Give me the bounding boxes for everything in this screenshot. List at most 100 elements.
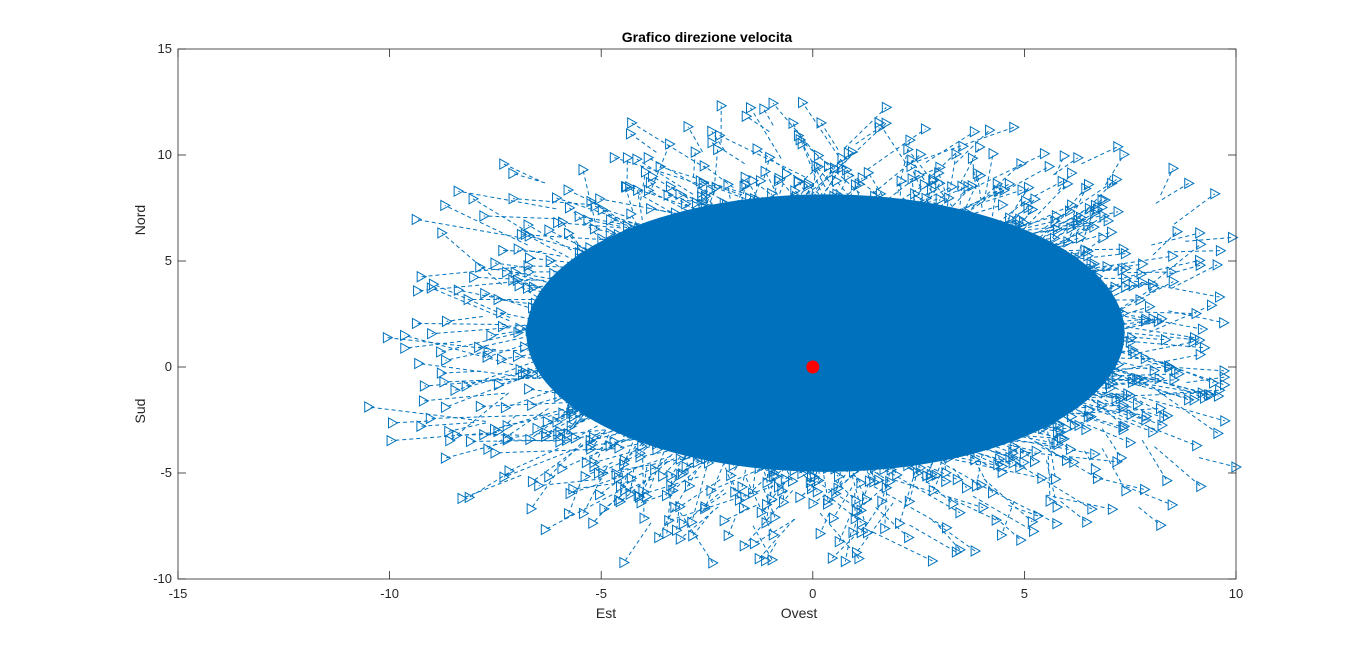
quiver-arrow-line (994, 348, 1075, 357)
quiver-arrow-line (904, 241, 954, 262)
quiver-arrow-head (1195, 254, 1206, 267)
quiver-arrow-head (508, 167, 519, 180)
quiver-arrow-head (904, 495, 916, 508)
quiver-arrow-head (970, 453, 981, 466)
quiver-arrow-line (1082, 255, 1173, 271)
quiver-arrow-line (712, 238, 758, 263)
quiver-arrow-line (758, 518, 795, 559)
quiver-arrow-line (822, 152, 849, 197)
quiver-arrow-line (909, 352, 912, 405)
quiver-arrow-head (671, 367, 683, 380)
quiver-arrow-line (731, 362, 848, 367)
quiver-arrow-line (518, 248, 561, 257)
quiver-arrow-line (867, 128, 926, 170)
quiver-arrow-head (649, 243, 660, 256)
quiver-arrow-line (598, 354, 666, 375)
quiver-arrow-line (537, 340, 654, 362)
quiver-arrow-line (590, 424, 611, 450)
quiver-arrow-head (1132, 398, 1144, 411)
quiver-arrow-head (759, 103, 770, 115)
quiver-arrow-line (824, 376, 841, 435)
quiver-arrow-line (1017, 463, 1093, 510)
quiver-arrow-line (864, 382, 963, 412)
quiver-arrow-head (532, 334, 544, 347)
quiver-arrow-line (695, 318, 724, 332)
quiver-arrow-head (837, 365, 848, 378)
quiver-arrow-line (772, 102, 815, 153)
quiver-arrow-head (579, 370, 590, 383)
quiver-arrow-line (835, 338, 889, 354)
quiver-arrow-head (723, 293, 735, 306)
quiver-arrow-line (863, 186, 952, 230)
quiver-arrow-head (563, 339, 575, 352)
quiver-arrow-line (1057, 267, 1126, 275)
quiver-arrow-line (857, 238, 865, 269)
quiver-arrow-line (827, 450, 836, 469)
quiver-arrow-head (697, 191, 708, 203)
quiver-arrow-line (818, 320, 855, 375)
quiver-arrow-line (445, 374, 531, 408)
quiver-arrow-line (1066, 285, 1134, 322)
quiver-arrow-head (924, 358, 935, 371)
quiver-arrow-line (416, 218, 519, 238)
quiver-arrow-line (686, 420, 732, 445)
quiver-arrow-head (935, 193, 947, 206)
quiver-arrow-head (963, 386, 974, 399)
quiver-arrow-line (1055, 331, 1114, 349)
quiver-arrow-line (905, 305, 1002, 328)
quiver-arrow-head (1040, 276, 1052, 289)
quiver-arrow-line (694, 318, 806, 329)
quiver-arrow-head (766, 247, 778, 259)
quiver-arrow-line (794, 190, 822, 210)
quiver-arrow-line (662, 359, 727, 363)
quiver-arrow-head (867, 387, 879, 400)
quiver-arrow-line (812, 474, 855, 504)
quiver-arrow-line (634, 339, 721, 375)
quiver-arrow-head (888, 233, 900, 246)
quiver-arrow-head (605, 227, 617, 240)
quiver-arrow-head (625, 180, 636, 193)
quiver-arrow-head (763, 400, 775, 413)
quiver-arrow-line (845, 204, 903, 261)
quiver-arrow-line (700, 180, 743, 196)
quiver-arrow-head (820, 230, 832, 243)
quiver-arrow-line (1173, 193, 1216, 225)
quiver-arrow-head (1115, 392, 1127, 405)
quiver-arrow-line (972, 495, 1034, 532)
quiver-arrow-line (646, 366, 700, 397)
quiver-arrow-line (729, 432, 764, 444)
quiver-arrow-head (814, 439, 825, 451)
quiver-arrow-head (716, 308, 728, 320)
quiver-arrow-line (819, 337, 835, 367)
quiver-arrow-line (897, 460, 932, 476)
quiver-arrow-line (600, 386, 643, 392)
quiver-arrow-head (1053, 223, 1064, 236)
quiver-arrow-head (440, 199, 451, 212)
quiver-arrow-line (757, 387, 828, 416)
quiver-arrow-head (962, 351, 974, 363)
quiver-arrow-line (762, 193, 773, 222)
quiver-arrow-line (948, 496, 997, 521)
quiver-arrow-head (846, 438, 857, 451)
quiver-arrow-line (692, 510, 714, 537)
quiver-arrow-head (701, 452, 712, 465)
quiver-arrow-head (722, 449, 733, 462)
quiver-arrow-head (778, 371, 790, 384)
quiver-arrow-head (860, 285, 871, 297)
quiver-arrow-line (631, 122, 707, 169)
quiver-arrow-head (625, 488, 637, 500)
quiver-arrow-head (570, 432, 582, 444)
quiver-arrow-line (556, 395, 647, 423)
quiver-arrow-head (730, 351, 741, 364)
quiver-arrow-head (1081, 182, 1092, 195)
quiver-arrow-head (919, 211, 930, 224)
quiver-arrow-head (1024, 300, 1035, 313)
quiver-arrow-head (861, 388, 873, 401)
quiver-arrow-line (598, 454, 639, 474)
quiver-arrow-line (478, 326, 572, 348)
quiver-arrow-head (856, 526, 868, 539)
quiver-arrow-line (846, 257, 872, 303)
quiver-arrow-head (892, 469, 903, 481)
quiver-arrow-head (553, 216, 564, 229)
quiver-arrow-head (690, 322, 701, 334)
